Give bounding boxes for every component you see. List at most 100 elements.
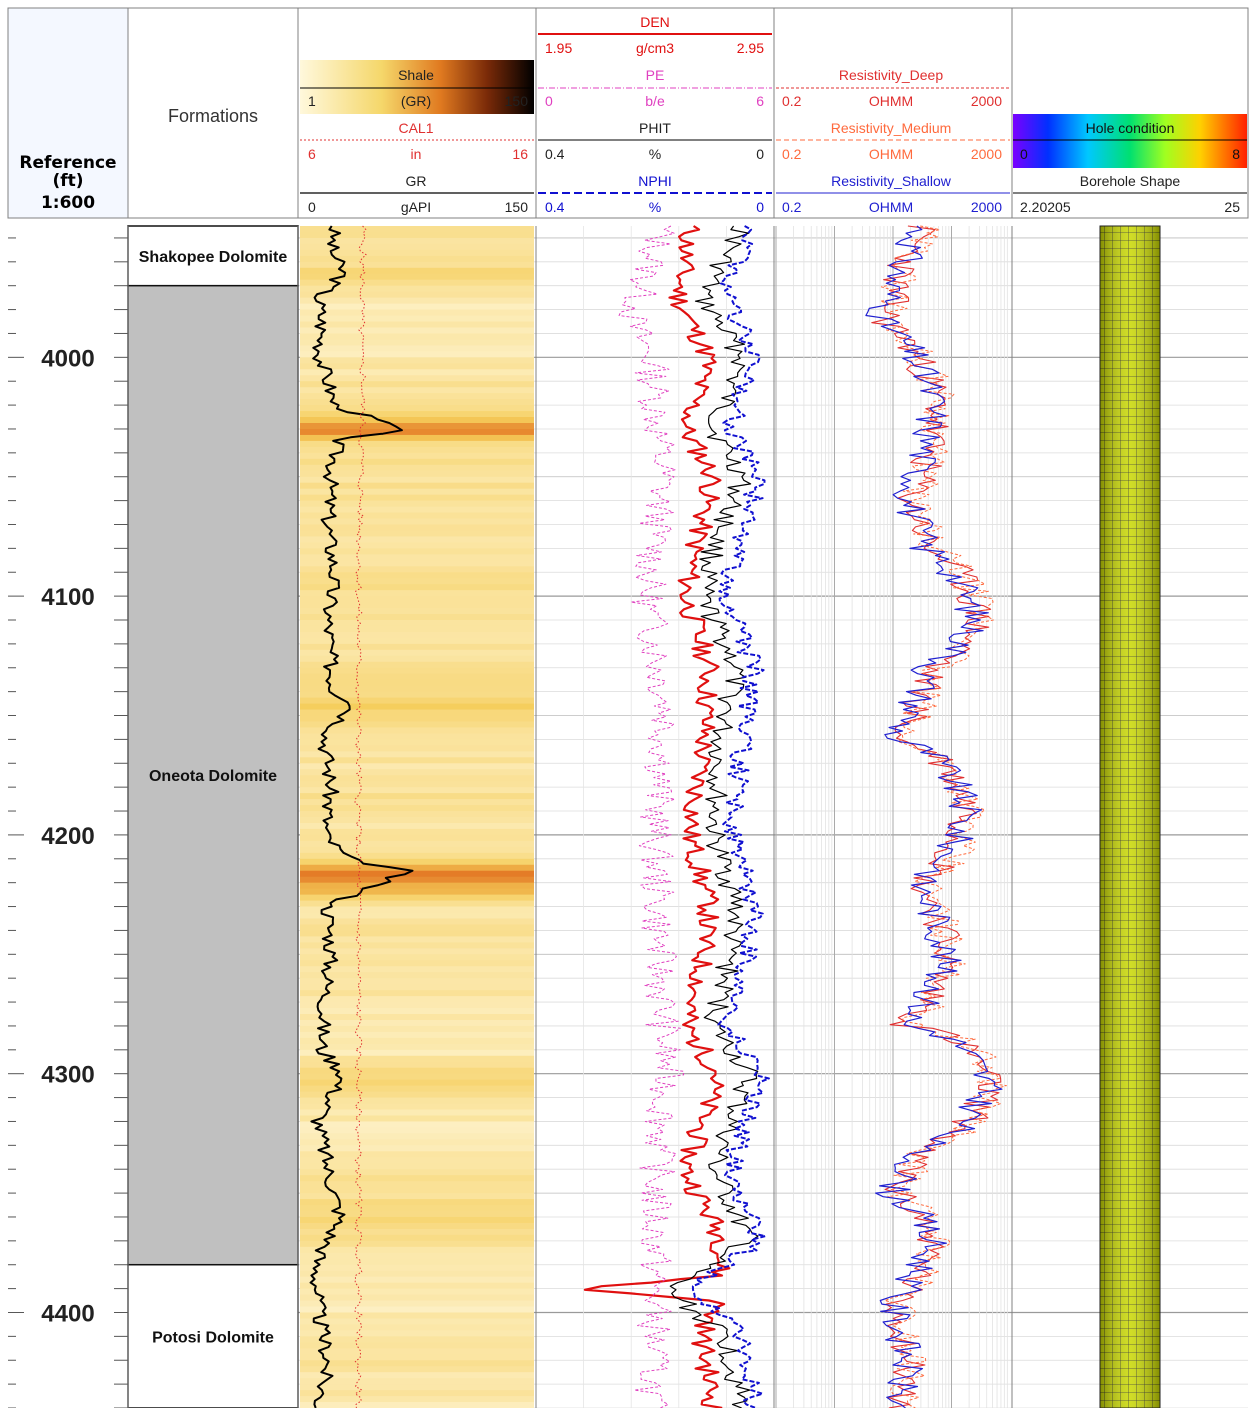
shale-band: [300, 1014, 534, 1021]
shale-band: [300, 864, 534, 872]
hole-condition-title: Hole condition: [1086, 120, 1175, 136]
shale-band: [300, 482, 534, 490]
shale-band: [300, 858, 534, 866]
shale-band: [300, 1366, 534, 1373]
shale-band: [300, 518, 534, 525]
shale-band: [300, 309, 534, 317]
shale-band: [300, 811, 534, 818]
shale-band: [300, 625, 534, 633]
shale-band: [300, 321, 534, 328]
nphi-min: 0.4: [545, 199, 565, 215]
shale-band: [300, 715, 534, 722]
shale-band: [300, 1002, 534, 1009]
formation-label: Potosi Dolomite: [152, 1329, 274, 1346]
curve-resistivity-deep: [871, 225, 1002, 1408]
curve-cal1: [354, 225, 367, 1408]
rdeep-unit: OHMM: [869, 93, 913, 109]
shale-band: [300, 1240, 534, 1248]
shale-band: [300, 1318, 534, 1325]
shale-band: [300, 333, 534, 340]
shale-band: [300, 739, 534, 746]
rmed-max: 2000: [971, 146, 1002, 162]
shale-band: [300, 685, 534, 693]
formations-title: Formations: [168, 106, 258, 126]
curve-den: [583, 225, 731, 1408]
borehole-outline: [1099, 225, 1161, 1408]
shale-band: [300, 787, 534, 794]
rdeep-min: 0.2: [782, 93, 802, 109]
shale-band: [300, 1019, 534, 1027]
shale-band: [300, 303, 534, 311]
shale-band: [300, 488, 534, 496]
shale-band: [300, 500, 534, 508]
shale-band: [300, 667, 534, 675]
shale-band: [300, 781, 534, 788]
den-min: 1.95: [545, 40, 572, 56]
shale-band: [300, 906, 534, 914]
shale-band: [300, 1205, 534, 1212]
shale-band: [300, 1097, 534, 1105]
rshal-max: 2000: [971, 199, 1002, 215]
depth-label: 4000: [41, 345, 94, 372]
shale-band: [300, 1169, 534, 1176]
shale-band: [300, 261, 534, 269]
depth-scale: 1:600: [41, 193, 95, 213]
shale-band: [300, 387, 534, 394]
shale-band: [300, 1008, 534, 1015]
shale-band: [300, 249, 534, 257]
cal-name: CAL1: [398, 120, 433, 136]
shale-band: [300, 423, 534, 430]
curve-nphi: [691, 225, 770, 1408]
depth-label: 4300: [41, 1062, 94, 1089]
shale-band: [300, 566, 534, 573]
shale-band: [300, 1348, 534, 1355]
shale-band: [300, 769, 534, 776]
shale-band: [300, 1115, 534, 1122]
nphi-max: 0: [756, 199, 764, 215]
shale-band: [300, 494, 534, 502]
shale-band: [300, 673, 534, 681]
shale-max: 150: [505, 93, 529, 109]
shale-band: [300, 1282, 534, 1290]
shale-band: [300, 554, 534, 561]
shale-band: [300, 470, 534, 478]
hole-condition-min: 0: [1020, 146, 1028, 162]
shale-band: [300, 381, 534, 388]
curve-phit: [669, 225, 759, 1408]
shale-band: [300, 434, 534, 442]
shale-band: [300, 1199, 534, 1206]
nphi-name: NPHI: [638, 173, 671, 189]
shale-fill-legend: [300, 60, 534, 114]
formation-zone: [127, 1263, 299, 1408]
shale-band: [300, 876, 534, 884]
shale-band: [300, 1294, 534, 1302]
shale-band: [300, 1037, 534, 1045]
shale-unit: (GR): [401, 93, 431, 109]
shale-band: [300, 930, 534, 937]
shale-min: 1: [308, 93, 316, 109]
shale-band: [300, 649, 534, 657]
shale-band: [300, 1222, 534, 1230]
shale-band: [300, 602, 534, 609]
shale-band: [300, 1258, 534, 1266]
shale-band: [300, 1187, 534, 1194]
shale-band: [300, 1354, 534, 1361]
pe-name: PE: [646, 67, 665, 83]
shale-band: [300, 506, 534, 514]
cal-min: 6: [308, 146, 316, 162]
shale-band: [300, 560, 534, 567]
shale-band: [300, 954, 534, 961]
formation-label: Oneota Dolomite: [149, 768, 277, 785]
rshal-min: 0.2: [782, 199, 802, 215]
shale-band: [300, 984, 534, 991]
formation-zone: [127, 284, 299, 1266]
hole-condition-max: 8: [1232, 146, 1240, 162]
shale-band: [300, 1330, 534, 1337]
shale-band: [300, 745, 534, 752]
shale-band: [300, 363, 534, 370]
rdeep-name: Resistivity_Deep: [839, 67, 943, 83]
curve-gr: [309, 225, 414, 1408]
shale-band: [300, 870, 534, 878]
shale-band: [300, 357, 534, 364]
depth-label: 4100: [41, 584, 94, 611]
